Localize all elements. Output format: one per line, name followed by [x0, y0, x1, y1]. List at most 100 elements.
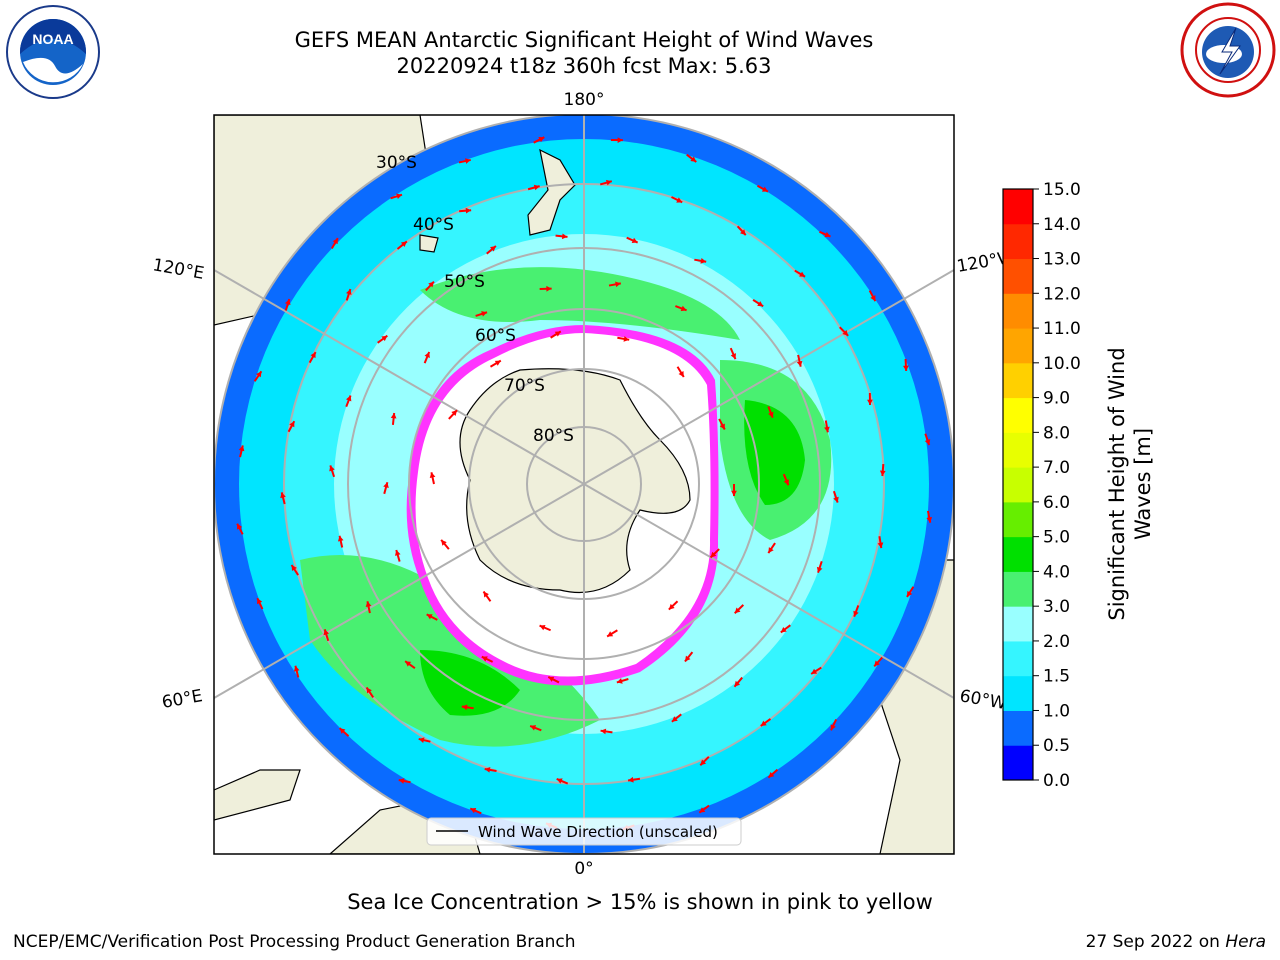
- wind-wave-arrow-head: [830, 724, 836, 731]
- colorbar-segment: [1003, 606, 1033, 642]
- colorbar-tick-label: 7.0: [1043, 458, 1070, 478]
- wind-wave-arrow-head: [561, 233, 568, 240]
- noaa-logo: NOAA: [6, 5, 100, 99]
- chart-title: GEFS MEAN Antarctic Significant Height o…: [294, 28, 874, 52]
- colorbar-tick-label: 13.0: [1043, 250, 1081, 270]
- colorbar-segment: [1003, 745, 1033, 781]
- wind-wave-arrow-head: [768, 771, 775, 778]
- wind-wave-arrow-head: [730, 353, 737, 360]
- lat-label-60s: 60°S: [475, 326, 516, 346]
- wind-wave-arrow-head: [390, 412, 397, 419]
- colorbar-tick-label: 0.0: [1043, 771, 1070, 791]
- wind-wave-arrow-head: [740, 229, 746, 236]
- plot-frame: [213, 114, 955, 855]
- colorbar-segment: [1003, 189, 1033, 225]
- colorbar-segment: [1003, 571, 1033, 607]
- wind-wave-arrow-head: [365, 601, 372, 608]
- wind-wave-arrow-head: [398, 778, 405, 784]
- lat-label-80s: 80°S: [533, 426, 574, 446]
- wind-wave-arrow-head: [615, 281, 621, 288]
- wind-wave-arrow-head: [323, 629, 330, 636]
- colorbar-segment: [1003, 675, 1033, 711]
- wind-wave-arrow-head: [867, 399, 873, 405]
- wind-wave-arrow-head: [238, 445, 245, 452]
- wind-wave-arrow-head: [428, 281, 434, 288]
- wind-wave-arrow-head: [554, 331, 561, 337]
- high-wave-region-west-core: [420, 650, 520, 716]
- wind-wave-arrow-head: [556, 778, 563, 784]
- new-zealand-land: [527, 148, 576, 236]
- wind-wave-arrow-head: [366, 687, 372, 694]
- colorbar-tick-label: 5.0: [1043, 528, 1070, 548]
- wind-wave-arrow-head: [768, 547, 774, 554]
- wind-wave-arrow-head: [768, 411, 774, 418]
- wind-wave-arrow-head: [870, 295, 876, 302]
- wind-wave-arrow-head: [424, 351, 430, 358]
- antarctica-land: [459, 368, 691, 594]
- wind-wave-arrow-head: [628, 776, 634, 783]
- wind-wave-arrow-head: [461, 704, 468, 711]
- wind-wave-arrow-head: [811, 668, 818, 674]
- colorbar-tick-label: 12.0: [1043, 284, 1081, 304]
- wind-wave-arrow-head: [734, 607, 741, 614]
- wind-wave-arrow-head: [280, 492, 286, 499]
- wind-wave-arrow-head: [699, 807, 706, 813]
- colorbar-title-line1: Significant Height of Wind: [1105, 347, 1129, 620]
- wind-wave-arrow-head: [345, 395, 352, 402]
- wind-wave-arrow-head: [780, 626, 787, 633]
- wind-wave-arrow-head: [310, 352, 316, 359]
- wind-wave-arrow-head: [605, 179, 612, 186]
- colorbar-segment: [1003, 710, 1033, 746]
- wind-wave-arrow-head: [394, 550, 401, 556]
- wind-wave-arrow-head: [757, 301, 764, 307]
- legend-label: Wind Wave Direction (unscaled): [478, 823, 718, 841]
- colorbar-tick-label: 1.0: [1043, 701, 1070, 721]
- wind-wave-arrow-head: [483, 591, 489, 598]
- colorbar-tick-label: 14.0: [1043, 215, 1081, 235]
- wind-wave-arrow-head: [684, 655, 691, 662]
- wind-wave-arrow-head: [429, 472, 436, 479]
- lon-label-left-upper: 120°E: [151, 255, 205, 284]
- wind-wave-arrow-head: [926, 516, 933, 523]
- wind-wave-arrow-head: [623, 336, 630, 342]
- africa-land: [214, 769, 301, 821]
- wind-wave-arrow-head: [710, 551, 717, 558]
- wind-wave-arrow-head: [616, 678, 623, 684]
- noaa-logo-text: NOAA: [32, 31, 73, 47]
- wind-wave-arrow-head: [879, 470, 886, 476]
- wind-wave-arrow-head: [481, 311, 488, 317]
- colorbar-tick-label: 10.0: [1043, 354, 1081, 374]
- wind-wave-arrow-head: [877, 542, 884, 549]
- wind-wave-arrow-head: [465, 207, 472, 214]
- colorbar-tick-label: 9.0: [1043, 389, 1070, 409]
- wind-wave-arrow-head: [383, 482, 389, 489]
- wind-wave-arrow-head: [337, 535, 344, 542]
- colorbar-segment: [1003, 258, 1033, 294]
- wind-wave-arrow-head: [796, 360, 803, 367]
- wind-wave-arrow-head: [426, 614, 433, 620]
- wind-wave-arrow-head: [451, 410, 458, 416]
- lon-label-left-lower: 60°E: [160, 686, 204, 713]
- colorbar-tick-label: 8.0: [1043, 423, 1070, 443]
- wind-wave-arrow-head: [533, 184, 540, 191]
- high-wave-region-north: [420, 267, 740, 340]
- colorbar-segment: [1003, 432, 1033, 468]
- wind-wave-arrow-head: [874, 660, 880, 667]
- wind-wave-arrow-head: [481, 656, 488, 662]
- wind-wave-arrow-head: [671, 716, 678, 722]
- wind-wave-arrow-head: [291, 565, 297, 571]
- colorbar-frame: [1002, 188, 1034, 781]
- colorbar-title-line2: Waves [m]: [1131, 428, 1155, 540]
- lat-label-70s: 70°S: [504, 376, 545, 396]
- wind-wave-arrow-head: [833, 496, 839, 503]
- wind-wave-arrow-head: [824, 426, 830, 433]
- footer-host: Hera: [1225, 932, 1266, 952]
- wind-wave-arrow-head: [538, 137, 545, 143]
- wind-wave-arrow-head: [237, 523, 243, 530]
- wind-wave-arrow-head: [783, 479, 790, 486]
- sea-ice-note: Sea Ice Concentration > 15% is shown in …: [347, 890, 933, 914]
- wind-wave-arrow-head: [719, 423, 725, 430]
- footer-date: 27 Sep 2022 on Hera: [1085, 932, 1266, 952]
- wind-wave-arrow-head: [700, 258, 707, 264]
